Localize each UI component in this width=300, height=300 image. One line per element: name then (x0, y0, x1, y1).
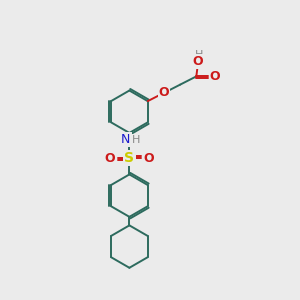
Text: O: O (159, 86, 169, 99)
Text: O: O (143, 152, 154, 165)
Text: S: S (124, 151, 134, 165)
Text: O: O (210, 70, 220, 83)
Text: O: O (193, 55, 203, 68)
Text: N: N (121, 133, 130, 146)
Text: O: O (105, 152, 115, 165)
Text: H: H (132, 135, 140, 145)
Text: H: H (195, 50, 203, 60)
